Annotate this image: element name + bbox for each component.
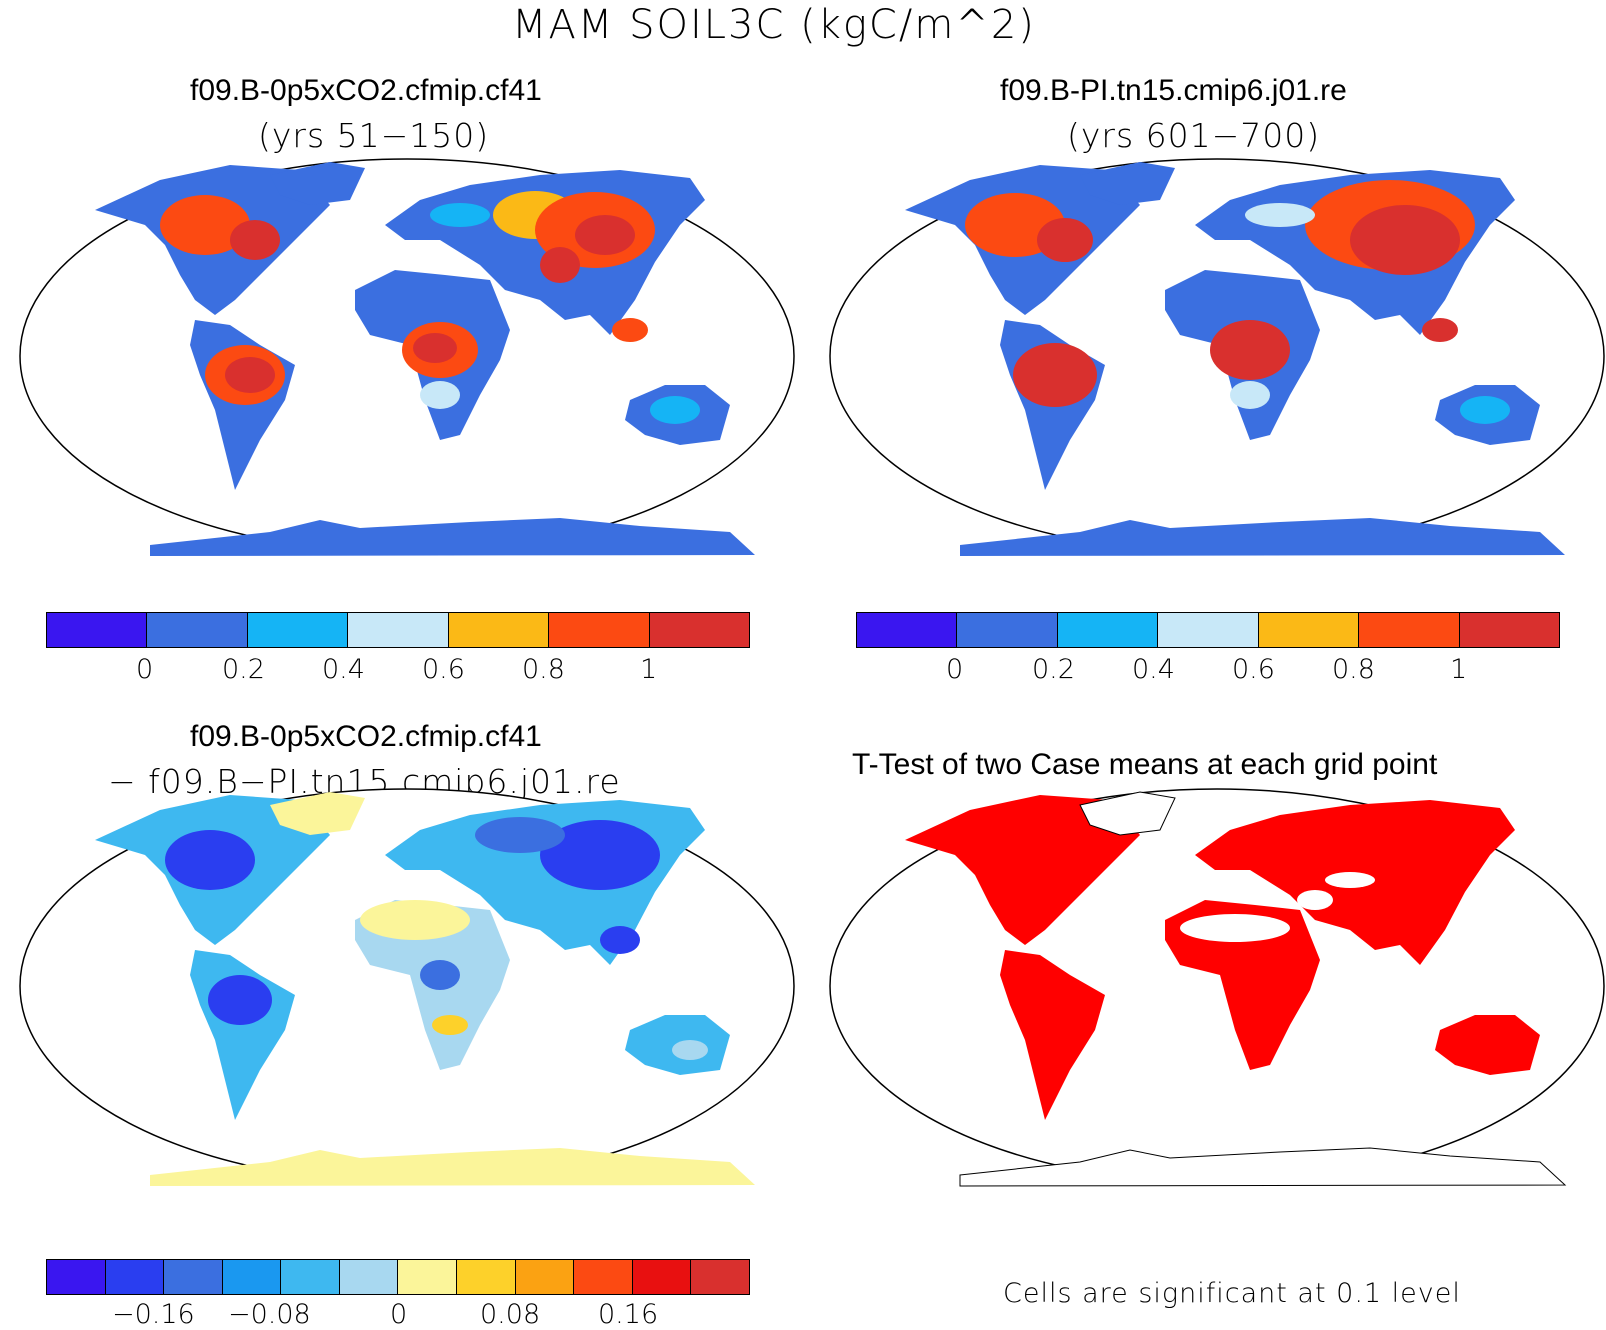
colorbar-2-swatch [857,613,958,647]
colorbar-3 [46,1259,750,1295]
panel4-significance-note: Cells are significant at 0.1 level [1003,1278,1461,1309]
panel2-years: (yrs 601−700) [1067,116,1321,155]
colorbar-3-swatch [574,1260,633,1294]
panel4-ttest-title: T-Test of two Case means at each grid po… [852,748,1438,781]
colorbar-3-swatch [281,1260,340,1294]
map-panel-2 [829,158,1605,556]
colorbar-3-swatch [222,1260,282,1294]
map-panel-1 [19,158,795,556]
colorbar-2-tick: 0 [946,654,964,685]
colorbar-2-swatch [1057,613,1159,647]
map-1-land [95,162,755,556]
colorbar-2 [856,612,1560,648]
greenland [270,162,365,205]
panel2-case-title: f09.B-PI.tn15.cmip6.j01.re [1000,74,1347,107]
panel3-case-title: f09.B-0p5xCO2.cfmip.cf41 [190,720,542,753]
colorbar-2-tick: 0.4 [1132,654,1175,685]
colorbar-1-tick: 0.6 [422,654,465,685]
colorbar-1-swatch [147,613,248,647]
colorbar-3-swatch [398,1260,458,1294]
colorbar-3-swatch [105,1260,165,1294]
colorbar-2-tick: 0.2 [1032,654,1075,685]
map-panel-3 [19,788,795,1186]
colorbar-3-swatch [632,1260,692,1294]
colorbar-3-tick: 0.08 [480,1299,541,1330]
colorbar-3-tick: −0.08 [228,1299,311,1330]
colorbar-1 [46,612,750,648]
colorbar-3-swatch [164,1260,223,1294]
colorbar-1-swatch [47,613,148,647]
colorbar-3-swatch [691,1260,749,1294]
panel1-case-title: f09.B-0p5xCO2.cfmip.cf41 [190,74,542,107]
colorbar-1-tick: 0.8 [522,654,565,685]
colorbar-2-tick: 1 [1450,654,1468,685]
colorbar-2-swatch [1258,613,1360,647]
colorbar-2-swatch [1359,613,1460,647]
colorbar-1-swatch [549,613,650,647]
colorbar-1-swatch [448,613,550,647]
colorbar-1-tick: 1 [640,654,658,685]
map-panel-4 [829,788,1605,1187]
colorbar-3-swatch [457,1260,516,1294]
colorbar-2-tick: 0.6 [1232,654,1275,685]
map-3-land [95,792,755,1186]
colorbar-3-swatch [515,1260,575,1294]
colorbar-1-tick: 0.4 [322,654,365,685]
colorbar-1-swatch [649,613,749,647]
figure-title: MAM SOIL3C (kgC/m^2) [512,2,1036,48]
colorbar-3-tick: 0 [390,1299,408,1330]
map-2-land [905,162,1565,556]
colorbar-2-tick: 0.8 [1332,654,1375,685]
colorbar-2-swatch [957,613,1058,647]
colorbar-3-tick: 0.16 [598,1299,659,1330]
colorbar-3-tick: −0.16 [112,1299,195,1330]
map-4-land [905,791,1566,1187]
colorbar-1-swatch [348,613,449,647]
colorbar-1-swatch [247,613,349,647]
panel1-years: (yrs 51−150) [258,116,490,155]
colorbar-1-tick: 0.2 [222,654,265,685]
colorbar-1-tick: 0 [136,654,154,685]
colorbar-3-swatch [339,1260,399,1294]
colorbar-3-swatch [47,1260,106,1294]
colorbar-2-swatch [1158,613,1259,647]
colorbar-2-swatch [1459,613,1559,647]
